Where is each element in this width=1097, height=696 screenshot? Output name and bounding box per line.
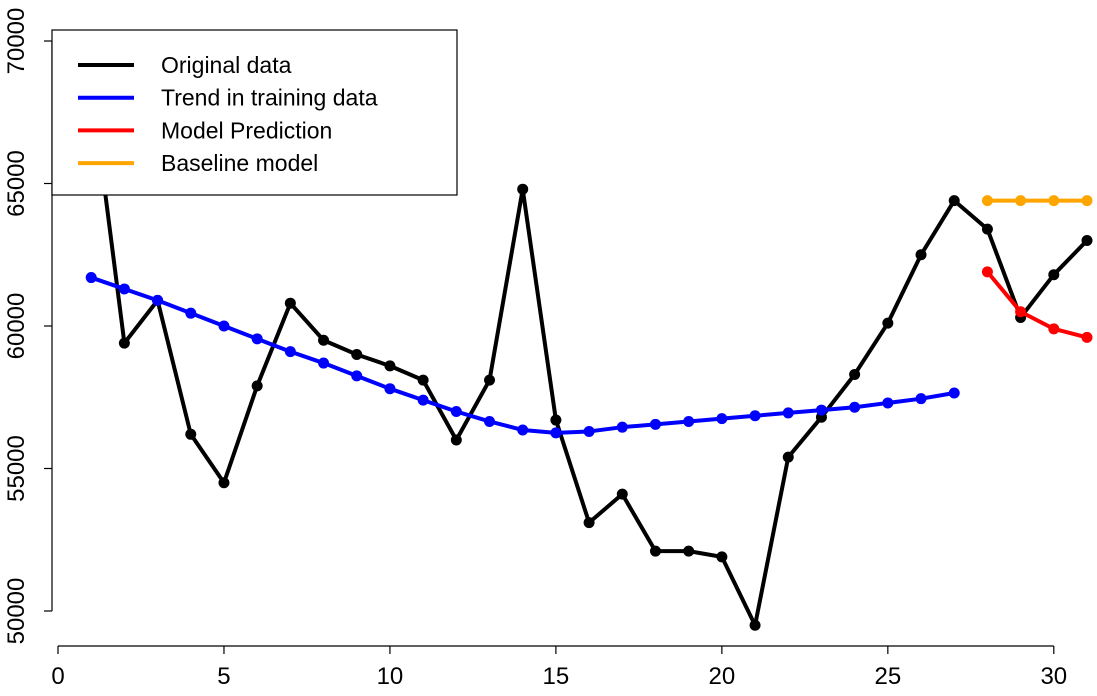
- x-tick-label: 15: [543, 663, 570, 690]
- data-point-baseline: [1015, 195, 1027, 207]
- data-point-trend: [649, 418, 661, 430]
- data-point-trend: [417, 394, 429, 406]
- legend-label-trend: Trend in training data: [161, 85, 378, 111]
- series-prediction: [981, 266, 1093, 343]
- data-point-original: [251, 380, 263, 392]
- data-point-original: [782, 451, 794, 463]
- data-point-original: [318, 334, 330, 346]
- data-point-trend: [948, 387, 960, 399]
- data-point-baseline: [1048, 195, 1060, 207]
- series-line-prediction: [985, 269, 1089, 340]
- data-point-original: [550, 414, 562, 426]
- data-point-original: [218, 477, 230, 489]
- data-point-original: [384, 360, 396, 372]
- data-point-trend: [583, 425, 595, 437]
- data-point-original: [683, 545, 695, 557]
- legend-label-original: Original data: [161, 52, 292, 78]
- series-layer: [85, 78, 1093, 631]
- data-point-original: [749, 619, 761, 631]
- legend-label-baseline: Baseline model: [161, 150, 318, 176]
- data-point-trend: [849, 401, 861, 413]
- data-point-prediction: [1081, 331, 1093, 343]
- data-point-original: [517, 183, 529, 195]
- x-axis: 0 5 10 15 20 25 30: [51, 645, 1067, 690]
- data-point-trend: [517, 424, 529, 436]
- series-trend: [85, 272, 960, 439]
- x-tick-label: 10: [377, 663, 404, 690]
- data-point-original: [1081, 235, 1093, 246]
- data-point-trend: [450, 406, 462, 417]
- data-point-baseline: [1081, 195, 1093, 207]
- data-point-prediction: [1048, 323, 1060, 335]
- data-point-trend: [550, 427, 562, 439]
- y-axis: 50000 55000 60000 65000 70000: [3, 8, 53, 645]
- data-point-trend: [218, 320, 230, 332]
- data-point-trend: [616, 421, 628, 433]
- y-tick-label: 50000: [3, 578, 30, 645]
- y-tick-label: 55000: [3, 435, 30, 502]
- data-point-trend: [251, 333, 263, 345]
- data-point-original: [583, 517, 595, 529]
- data-point-baseline: [981, 195, 993, 207]
- data-point-trend: [85, 272, 97, 284]
- legend: Original data Trend in training data Model…: [51, 29, 458, 196]
- data-point-original: [981, 223, 993, 235]
- data-point-trend: [749, 410, 761, 422]
- data-point-original: [417, 374, 429, 386]
- legend-label-prediction: Model Prediction: [161, 117, 332, 143]
- plot-area: [85, 78, 1093, 631]
- data-point-trend: [716, 413, 728, 425]
- data-point-trend: [284, 346, 296, 358]
- data-point-original: [948, 195, 960, 207]
- data-point-original: [882, 317, 894, 329]
- data-point-trend: [185, 307, 197, 319]
- x-tick-label: 5: [217, 663, 230, 690]
- x-tick-label: 20: [709, 663, 736, 690]
- data-point-original: [716, 551, 728, 563]
- data-point-prediction: [1015, 306, 1027, 318]
- data-point-trend: [915, 393, 927, 405]
- y-tick-label: 70000: [3, 8, 30, 75]
- data-point-trend: [318, 357, 330, 369]
- x-tick-label: 30: [1040, 663, 1067, 690]
- data-point-original: [849, 368, 861, 380]
- data-point-trend: [351, 370, 363, 382]
- data-point-original: [649, 545, 661, 557]
- data-point-original: [450, 434, 462, 446]
- data-point-original: [915, 249, 927, 261]
- data-point-original: [1048, 269, 1060, 281]
- x-tick-label: 0: [51, 663, 64, 690]
- data-point-original: [616, 488, 628, 500]
- data-point-trend: [882, 397, 894, 409]
- data-point-trend: [152, 294, 164, 306]
- y-tick-label: 65000: [3, 150, 30, 217]
- data-point-original: [351, 349, 363, 360]
- data-point-original: [185, 428, 197, 440]
- data-point-original: [284, 297, 296, 309]
- data-point-trend: [384, 383, 396, 395]
- data-point-original: [484, 374, 496, 386]
- data-point-prediction: [981, 266, 993, 278]
- data-point-trend: [683, 415, 695, 427]
- x-tick-label: 25: [874, 663, 901, 690]
- data-point-trend: [484, 415, 496, 427]
- data-point-trend: [782, 407, 794, 419]
- data-point-trend: [815, 404, 827, 416]
- data-point-trend: [118, 283, 130, 295]
- legend-box: [51, 29, 458, 196]
- series-baseline: [981, 195, 1093, 207]
- y-tick-label: 60000: [3, 293, 30, 360]
- data-point-original: [118, 337, 130, 349]
